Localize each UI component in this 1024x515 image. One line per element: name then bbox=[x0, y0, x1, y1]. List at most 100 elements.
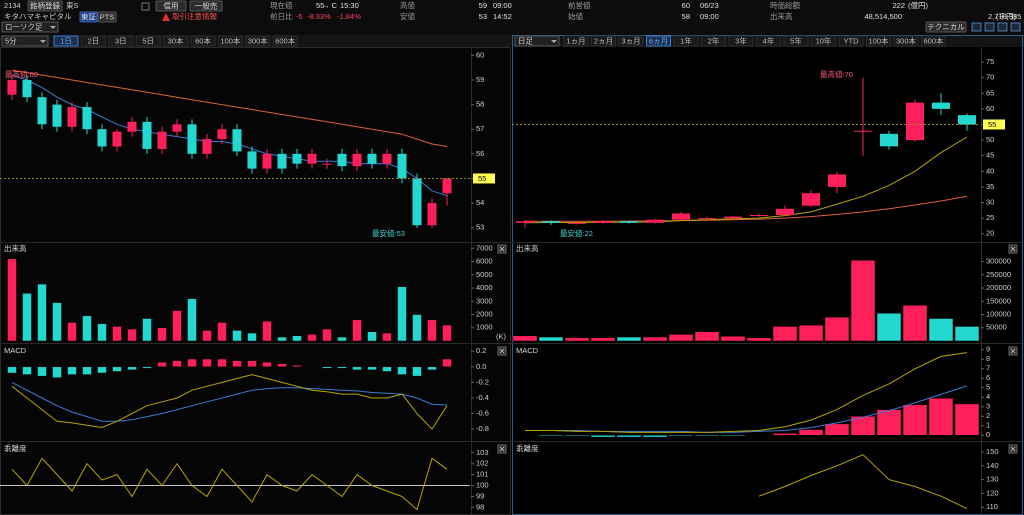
range-tab-label[interactable]: 1ヵ月 bbox=[566, 36, 585, 45]
candle-body bbox=[292, 153, 302, 164]
range-tab[interactable] bbox=[673, 35, 699, 47]
sell-button-label[interactable]: 一般売 bbox=[195, 0, 218, 10]
range-tab-label[interactable]: 100本 bbox=[868, 35, 889, 45]
range-tab[interactable] bbox=[811, 35, 836, 47]
candle-body bbox=[698, 218, 716, 220]
chart-kind-select[interactable] bbox=[1, 21, 59, 33]
panel-title: MACD bbox=[4, 346, 27, 355]
interval[interactable]: 5分 bbox=[5, 36, 17, 45]
range-tab[interactable] bbox=[866, 35, 891, 47]
range-tab[interactable] bbox=[245, 35, 271, 47]
range-tab-label[interactable]: 1日 bbox=[60, 36, 72, 45]
range-tab[interactable] bbox=[217, 35, 243, 47]
range-tab[interactable] bbox=[80, 35, 106, 47]
sell-button[interactable] bbox=[189, 0, 223, 12]
volume-bar bbox=[187, 298, 197, 342]
macd-hist-bar bbox=[824, 423, 850, 436]
range-tab[interactable] bbox=[838, 35, 864, 47]
range-tab[interactable] bbox=[728, 35, 754, 47]
range-tab-label[interactable]: 5日 bbox=[142, 36, 154, 45]
macd-hist-bar bbox=[720, 435, 746, 437]
range-tab[interactable] bbox=[756, 35, 781, 47]
range-tab[interactable] bbox=[563, 35, 589, 47]
range-tab[interactable] bbox=[618, 35, 644, 47]
range-tab[interactable] bbox=[108, 35, 134, 47]
range-tab[interactable] bbox=[921, 35, 946, 47]
range-tab-label[interactable]: 2ヵ月 bbox=[594, 36, 613, 45]
macd-hist-bar bbox=[277, 363, 287, 368]
candle-body bbox=[7, 80, 17, 95]
range-tab-label[interactable]: YTD bbox=[844, 36, 860, 45]
range-tab-label[interactable]: 30本 bbox=[168, 35, 184, 45]
close-icon bbox=[1010, 348, 1016, 354]
range-tab[interactable] bbox=[783, 35, 809, 47]
range-tab-label[interactable]: 60本 bbox=[195, 35, 211, 45]
range-tab[interactable] bbox=[893, 35, 919, 47]
icon[interactable] bbox=[141, 2, 150, 11]
y-tick-label: 6000 bbox=[476, 257, 493, 266]
range-tab-label[interactable]: 600本 bbox=[923, 35, 944, 45]
range-tab[interactable] bbox=[53, 35, 79, 47]
interval-select[interactable] bbox=[514, 35, 560, 47]
candle-body bbox=[724, 216, 742, 219]
range-tab-label[interactable]: 2日 bbox=[88, 36, 100, 45]
venue-tab-label[interactable]: 東証 bbox=[81, 11, 96, 21]
range-tab-label[interactable]: 5年 bbox=[790, 35, 802, 45]
range-tab[interactable] bbox=[646, 35, 671, 47]
y-tick-label: 2000 bbox=[476, 309, 493, 318]
range-tab-label[interactable]: 300本 bbox=[248, 35, 269, 45]
range-tab-label[interactable]: 100本 bbox=[220, 35, 241, 45]
range-tab[interactable] bbox=[272, 35, 298, 47]
volume-bar bbox=[337, 336, 347, 342]
tool-icon[interactable] bbox=[971, 22, 982, 32]
volume-bar bbox=[512, 335, 538, 342]
range-tab[interactable] bbox=[135, 35, 161, 47]
volume-bar bbox=[412, 314, 422, 342]
range-tab-label[interactable]: 2年 bbox=[708, 35, 720, 45]
candle-body bbox=[906, 102, 924, 141]
margin-button[interactable] bbox=[155, 0, 187, 12]
technical-button[interactable] bbox=[925, 21, 967, 33]
interval-select[interactable] bbox=[1, 35, 49, 47]
range-tab-label[interactable]: 600本 bbox=[275, 35, 296, 45]
tool-icon[interactable] bbox=[997, 22, 1008, 32]
volume-bar bbox=[954, 326, 980, 342]
range-tab-label[interactable]: 10年 bbox=[816, 35, 832, 45]
range-tab-label[interactable]: 6ヵ月 bbox=[649, 36, 668, 45]
range-tab-label[interactable]: 3日 bbox=[115, 36, 127, 45]
quote-value: 14:52 bbox=[493, 12, 512, 21]
register-button[interactable] bbox=[27, 0, 63, 12]
range-tab-label[interactable]: 3年 bbox=[735, 35, 747, 45]
interval[interactable]: 日足 bbox=[518, 36, 533, 45]
y-tick-label: 0 bbox=[986, 430, 990, 439]
range-tab[interactable] bbox=[163, 35, 189, 47]
margin-button-label[interactable]: 信用 bbox=[164, 1, 179, 10]
range-tab[interactable] bbox=[701, 35, 726, 47]
candle-body bbox=[142, 121, 152, 149]
range-tab-label[interactable]: 4年 bbox=[763, 35, 775, 45]
tool-icon[interactable] bbox=[1010, 22, 1021, 32]
range-tab[interactable] bbox=[591, 35, 616, 47]
range-tab-label[interactable]: 1年 bbox=[680, 35, 692, 45]
register-button-label[interactable]: 銘柄登録 bbox=[30, 0, 60, 10]
volume-bar bbox=[202, 330, 212, 342]
y-tick-label: 45 bbox=[986, 151, 994, 160]
panel-title: 乖離度 bbox=[516, 443, 539, 453]
tool-icon[interactable] bbox=[984, 22, 995, 32]
range-tab[interactable] bbox=[190, 35, 216, 47]
macd-hist-bar bbox=[67, 366, 77, 375]
panel-title: 出来高 bbox=[516, 243, 539, 253]
y-tick-label: 101 bbox=[476, 470, 489, 479]
close-icon bbox=[499, 348, 505, 354]
venue-tab-label[interactable]: PTS bbox=[100, 12, 115, 21]
y-tick-label: 50 bbox=[986, 135, 994, 144]
range-tab-label[interactable]: 300本 bbox=[896, 35, 917, 45]
macd-hist-bar bbox=[442, 358, 452, 368]
macd-hist-bar bbox=[954, 403, 980, 436]
venue-tab[interactable] bbox=[79, 11, 98, 23]
range-tab-label[interactable]: 3ヵ月 bbox=[621, 36, 640, 45]
chart-kind[interactable]: ローソク足 bbox=[5, 22, 43, 31]
technical-button-label[interactable]: テクニカル bbox=[927, 22, 965, 31]
venue-tab[interactable] bbox=[97, 11, 117, 23]
candle-body bbox=[172, 124, 182, 132]
